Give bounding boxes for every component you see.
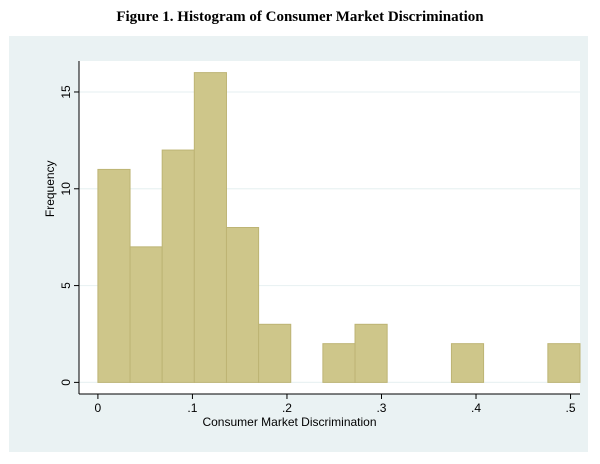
x-tick-label: .3 <box>376 401 386 415</box>
x-tick-label: 0 <box>95 401 102 415</box>
y-tick-label: 5 <box>59 282 73 289</box>
histogram-bar <box>322 343 356 383</box>
histogram-bar <box>450 343 485 383</box>
x-tick-label: .1 <box>187 401 197 415</box>
histogram-bar <box>129 246 163 383</box>
y-tick-label: 10 <box>59 182 73 196</box>
y-tick-label: 0 <box>59 379 73 386</box>
histogram-bar <box>225 227 260 383</box>
y-tick-label: 15 <box>59 85 73 99</box>
histogram-bar <box>547 343 581 383</box>
figure-title: Figure 1. Histogram of Consumer Market D… <box>116 9 484 25</box>
x-tick-label: .2 <box>282 401 292 415</box>
x-axis-ticks: 0 .1 .2 .3 .4 .5 <box>95 394 576 415</box>
y-axis-ticks: 0 5 10 15 <box>59 85 79 386</box>
axes <box>78 61 580 395</box>
x-tick-label: .4 <box>471 401 481 415</box>
histogram-bar <box>193 72 227 383</box>
histogram-bar <box>161 149 195 383</box>
x-tick-label: .5 <box>566 401 576 415</box>
histogram-bar <box>354 323 388 383</box>
chart-panel: 0 .1 .2 .3 .4 .5 0 5 10 15 Consumer Market Discr… <box>9 36 588 452</box>
histogram-bars <box>97 72 581 383</box>
histogram-chart: 0 .1 .2 .3 .4 .5 0 5 10 15 Consumer Market Discr… <box>43 61 581 429</box>
x-axis-label: Consumer Market Discrimination <box>202 415 376 429</box>
histogram-bar <box>97 168 131 383</box>
histogram-bar <box>258 323 292 383</box>
y-axis-label: Frequency <box>43 160 57 217</box>
